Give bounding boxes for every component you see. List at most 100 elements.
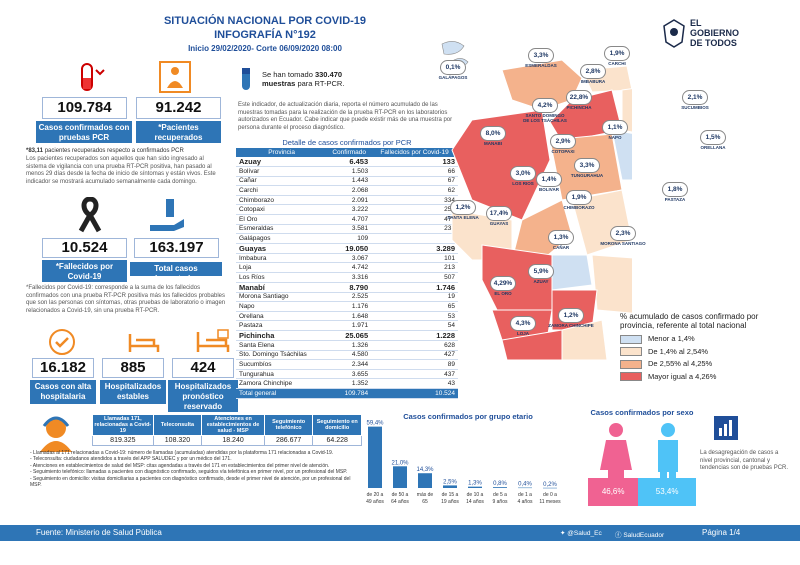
sex-chart-note: La desagregación de casos a nivel provin… (700, 450, 789, 471)
cell-deaths: 53 (371, 311, 458, 322)
age-bar-label-3: 14,3% (416, 467, 434, 473)
cell-confirmed: 19.050 (327, 243, 372, 254)
table-row: Imbabura 3.067 101 (236, 253, 458, 264)
recovered-label: *Pacientes recuperados (136, 121, 221, 143)
legend-label: De 1,4% al 2,54% (648, 346, 709, 356)
reserved-value: 424 (172, 358, 234, 378)
province-name-3: CARCHI (608, 61, 626, 66)
hospital-bed-reserved-icon (196, 329, 230, 352)
cell-deaths: 213 (371, 262, 458, 274)
cell-confirmed: 4.580 (327, 350, 372, 361)
cell-province: Pichincha (236, 330, 328, 341)
province-name-21: AZUAY (533, 279, 549, 284)
province-pct-13: 3,3% (574, 158, 600, 173)
canar-shape (551, 254, 593, 291)
cell-deaths: 427 (371, 350, 458, 361)
female-percentage: 46,6% (588, 478, 639, 506)
age-bar-label-8: 0,2% (543, 482, 557, 488)
age-bar-label-4: 2,5% (443, 479, 457, 485)
province-name-16: PASTAZA (664, 197, 686, 202)
cell-confirmed: 1.971 (327, 320, 372, 331)
age-category-label-1: de 20 a (367, 492, 384, 498)
province-pct-20: 2,3% (610, 226, 636, 241)
cell-province: Cotopaxi (236, 204, 328, 216)
cell-province: Bolívar (236, 166, 328, 177)
province-table: Provincia Confirmado Fallecidos por Covi… (236, 148, 458, 399)
cell-deaths: 101 (371, 253, 458, 264)
cell-province: Orellana (236, 311, 328, 322)
cell-confirmed: 2.525 (327, 292, 372, 303)
table-row: Morona Santiago 2.525 19 (236, 292, 458, 303)
province-pct-23: 4,3% (510, 316, 536, 331)
province-name-1: GALÁPAGOS (438, 75, 468, 80)
cell-province: Sucumbíos (236, 359, 328, 370)
province-name-6: SUCUMBIOS (681, 105, 709, 110)
cell-province: Imbabura (236, 253, 328, 264)
province-pct-21: 5,9% (528, 264, 554, 279)
calls-note: - Teleconsulta: ciudadanos atendidos a t… (30, 456, 232, 463)
cell-deaths: 89 (371, 359, 458, 370)
mourning-ribbon-icon (78, 197, 102, 233)
age-category-label-5: de 10 a (467, 492, 484, 498)
footer-twitter[interactable]: ✦ @Salud_Ec (560, 530, 602, 537)
cell-deaths: 437 (371, 369, 458, 380)
reserved-label: Hospitalizados pronóstico reservado (168, 380, 238, 412)
samples-description: Este indicador, de actualización diaria,… (238, 102, 453, 131)
cell-deaths: 236 (371, 224, 458, 235)
province-pct-5: 22,8% (566, 90, 592, 105)
age-bar-7 (518, 487, 532, 489)
age-category-label-5: 14 años (466, 499, 484, 505)
legend-swatch (620, 347, 642, 357)
province-pct-15: 1,9% (566, 190, 592, 205)
legend-item: Menor a 1,4% (620, 334, 788, 344)
cell-confirmed: 109.784 (327, 388, 372, 399)
calls-note: - Seguimiento telefónico: llamadas a pac… (30, 469, 348, 476)
province-pct-17: 1,2% (450, 200, 476, 215)
napo-shape (611, 129, 632, 181)
table-row: Los Ríos 3.316 507 (236, 272, 458, 283)
confirmed-value: 109.784 (42, 97, 127, 119)
recovered-value: 91.242 (136, 97, 221, 119)
cell-deaths: 54 (371, 320, 458, 331)
title-main: SITUACIÓN NACIONAL POR COVID-19 (163, 15, 367, 27)
cell-deaths: 475 (371, 214, 458, 225)
table-row: Orellana 1.648 53 (236, 311, 458, 322)
age-category-label-2: 64 años (391, 499, 409, 505)
cell-province: Carchi (236, 185, 328, 196)
age-bar-label-7: 0,4% (518, 482, 532, 488)
cell-confirmed: 3.067 (327, 253, 372, 264)
cell-province: Los Ríos (236, 272, 328, 283)
table-row: Manabí 8.790 1.746 (236, 282, 458, 293)
cell-confirmed: 3.655 (327, 369, 372, 380)
cell-confirmed: 4.707 (327, 214, 372, 225)
cell-deaths: 65 (371, 301, 458, 312)
discharged-label: Casos con alta hospitalaria (30, 380, 96, 404)
footer-facebook[interactable]: ⓕ SaludEcuador (615, 532, 665, 539)
cell-deaths: 628 (371, 340, 458, 351)
cell-confirmed: 3.581 (327, 224, 372, 235)
table-row: Pastaza 1.971 54 (236, 320, 458, 331)
table-row: Carchi 2.068 62 (236, 185, 458, 196)
province-name-19: CAÑAR (552, 245, 570, 250)
age-category-label-4: de 15 a (442, 492, 459, 498)
sex-bar: 46,6% 53,4% (588, 478, 696, 506)
samples-headline: Se han tomado 330.470 muestras para RT-P… (262, 70, 345, 88)
check-person-icon (49, 329, 75, 355)
age-bar-label-6: 0,8% (493, 481, 507, 487)
legend-label: Menor a 1,4% (648, 334, 695, 343)
cell-confirmed: 2.091 (327, 195, 372, 206)
table-row: Sto. Domingo Tsáchilas 4.580 427 (236, 350, 458, 361)
cell-confirmed: 6.453 (327, 157, 372, 168)
table-row: Chimborazo 2.091 334 (236, 195, 458, 206)
col-confirmed: Confirmado (327, 148, 372, 157)
test-tube-icon (81, 63, 105, 91)
cell-deaths: 507 (371, 272, 458, 283)
zamora-chinchipe-shape (561, 319, 608, 360)
government-logo: EL GOBIERNO DE TODOS (663, 18, 790, 48)
province-name-13: TUNGURAHUA (570, 173, 604, 178)
table-row: Azuay 6.453 133 (236, 157, 458, 168)
province-name-22: EL ORO (494, 291, 512, 296)
deaths-value: 10.524 (42, 238, 127, 258)
report-chart-icon (714, 416, 738, 440)
